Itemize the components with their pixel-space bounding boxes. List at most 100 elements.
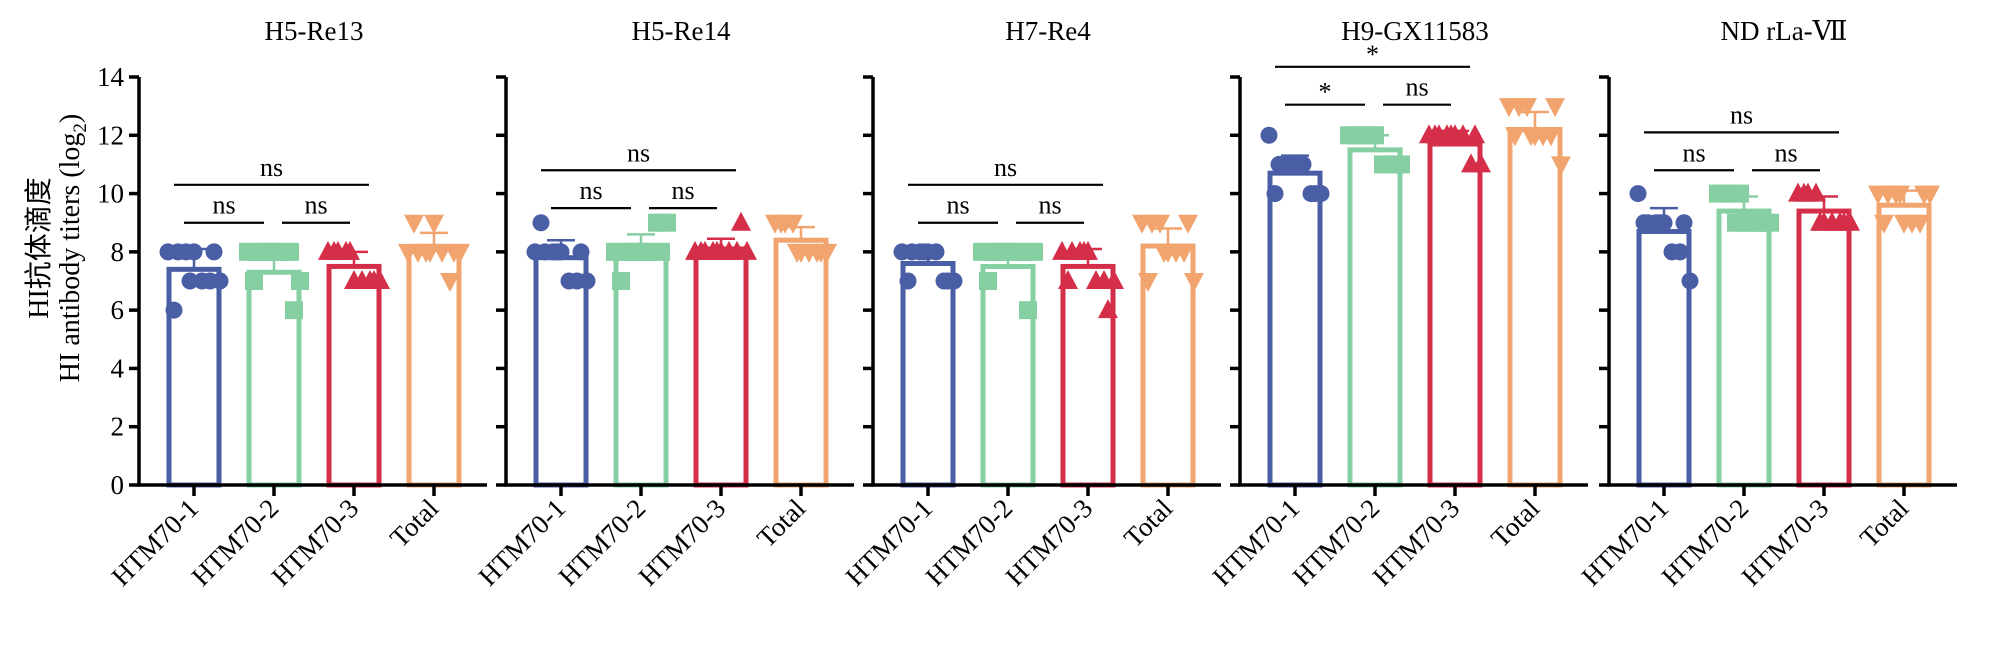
data-point [1019, 301, 1037, 320]
bar-htm70-2 [1347, 147, 1403, 488]
bar-total [1507, 126, 1563, 488]
data-point [707, 240, 727, 260]
x-tick-label: Total [1854, 493, 1914, 553]
x-tick-label: HTM70-2 [1656, 493, 1755, 592]
x-tick-label: Total [384, 493, 444, 553]
significance-label: ns [260, 153, 283, 182]
bar-htm70-3 [1060, 263, 1116, 488]
data-point [1890, 185, 1910, 205]
data-point [612, 272, 630, 290]
y-tick-label: 6 [111, 295, 125, 325]
data-point [652, 242, 670, 261]
data-point [691, 240, 711, 260]
panel-title: H5-Re14 [632, 16, 731, 46]
x-tick-label: Total [1118, 493, 1178, 553]
data-point [165, 301, 183, 319]
data-point [1465, 124, 1485, 144]
data-point [1810, 211, 1830, 231]
significance-label: ns [946, 191, 969, 220]
y-tick-label: 2 [111, 412, 125, 442]
data-point [1441, 124, 1461, 144]
data-point [261, 242, 279, 261]
data-point [1025, 242, 1043, 261]
bar-htm70-2 [980, 263, 1036, 488]
bar-htm70-1 [166, 266, 222, 488]
x-tick-label: HTM70-2 [553, 493, 652, 592]
data-point [1675, 214, 1693, 232]
data-point [1294, 155, 1312, 173]
data-point [899, 272, 917, 290]
x-tick-label: HTM70-2 [920, 493, 1019, 592]
significance-label: ns [671, 176, 694, 205]
data-point [731, 211, 751, 231]
data-point [1521, 127, 1541, 147]
y-axis-label-chinese: HI抗体滴度 [23, 177, 55, 319]
data-point [1058, 270, 1078, 289]
significance-label: ns [1038, 191, 1061, 220]
data-point [1386, 155, 1404, 174]
data-point [1282, 155, 1300, 173]
x-tick-label: HTM70-1 [106, 493, 205, 592]
significance-label: ns [994, 153, 1017, 182]
x-tick-label: HTM70-2 [1287, 493, 1386, 592]
data-point [1306, 185, 1324, 203]
data-point [1914, 185, 1934, 205]
significance-label: ns [1405, 73, 1428, 102]
data-point [1138, 273, 1158, 292]
significance-label: * [1366, 40, 1379, 69]
data-point [1629, 185, 1647, 203]
data-point [737, 240, 757, 260]
data-point [939, 272, 957, 290]
x-tick-label: HTM70-1 [840, 493, 939, 592]
x-tick-label: HTM70-3 [1736, 493, 1835, 592]
data-point [1098, 299, 1118, 319]
data-point [811, 243, 831, 263]
data-point [1260, 126, 1278, 144]
data-point [1715, 184, 1733, 203]
y-tick-label: 10 [97, 179, 124, 209]
y-tick-label: 4 [111, 353, 125, 383]
x-tick-label: HTM70-1 [473, 493, 572, 592]
data-point [1346, 126, 1364, 145]
data-point [285, 301, 303, 320]
data-point [1154, 243, 1174, 263]
data-point [1174, 243, 1194, 263]
x-tick-label: HTM70-2 [186, 493, 285, 592]
data-point [211, 272, 229, 290]
data-point [404, 214, 424, 234]
data-point [1362, 126, 1380, 145]
data-point [205, 243, 223, 261]
data-point [340, 240, 360, 260]
data-point [1074, 240, 1094, 260]
data-point [1794, 182, 1814, 202]
data-point [364, 270, 384, 289]
data-point [628, 242, 646, 261]
data-point [1425, 124, 1445, 144]
x-tick-label: HTM70-3 [1000, 493, 1099, 592]
data-point [1471, 153, 1491, 173]
data-point [927, 243, 945, 261]
significance-label: ns [579, 176, 602, 205]
data-point [1184, 273, 1204, 292]
bar-htm70-1 [1636, 228, 1692, 488]
data-point [532, 214, 550, 232]
bar-htm70-3 [693, 246, 749, 488]
data-point [771, 214, 791, 234]
data-point [245, 272, 263, 290]
data-point [1681, 272, 1699, 290]
data-point [995, 242, 1013, 261]
bar-total [773, 237, 829, 488]
bar-htm70-1 [900, 261, 956, 488]
significance-label: * [1319, 78, 1332, 107]
data-point [291, 272, 309, 290]
data-point [1731, 184, 1749, 203]
bar-htm70-3 [326, 263, 382, 488]
data-point [1551, 156, 1571, 176]
x-tick-label: HTM70-1 [1207, 493, 1306, 592]
significance-label: ns [212, 191, 235, 220]
